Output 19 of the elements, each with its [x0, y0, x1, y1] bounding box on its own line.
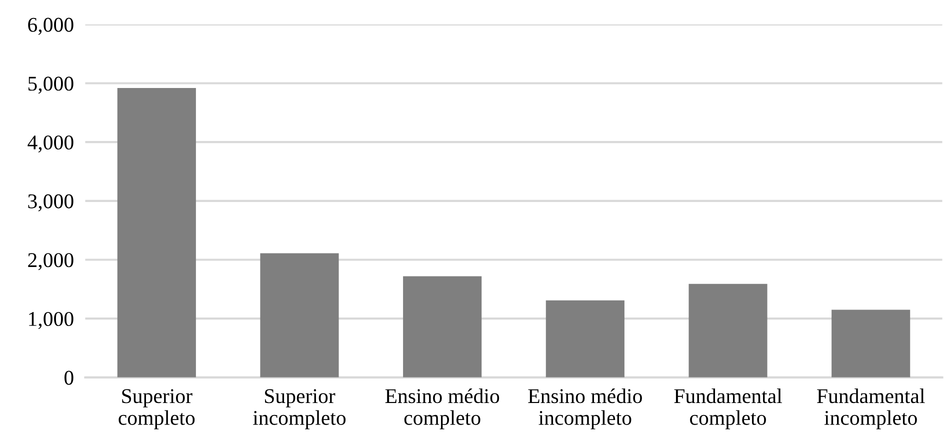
- y-tick-label: 6,000: [28, 18, 74, 35]
- y-tick-label: 4,000: [28, 135, 74, 153]
- x-tick-label: Ensino médio incompleto: [528, 388, 642, 430]
- x-tick-label: Superior incompleto: [253, 389, 346, 430]
- x-tick-label: Fundamental completo: [674, 388, 782, 430]
- bar: [546, 300, 624, 378]
- bar: [832, 310, 910, 378]
- y-tick-label: 3,000: [28, 194, 74, 212]
- x-tick-label: Ensino médio completo: [385, 388, 500, 430]
- y-tick-label: 0: [64, 370, 74, 385]
- bar: [403, 276, 482, 378]
- bar: [117, 88, 196, 378]
- x-tick-label: Superior completo: [118, 389, 195, 430]
- bar: [688, 284, 768, 378]
- y-tick-label: 1,000: [29, 312, 74, 329]
- y-tick-label: 2,000: [28, 253, 74, 270]
- x-tick-label: Fundamental incompleto: [817, 388, 925, 430]
- y-tick-label: 5,000: [28, 76, 74, 94]
- bar: [260, 253, 339, 378]
